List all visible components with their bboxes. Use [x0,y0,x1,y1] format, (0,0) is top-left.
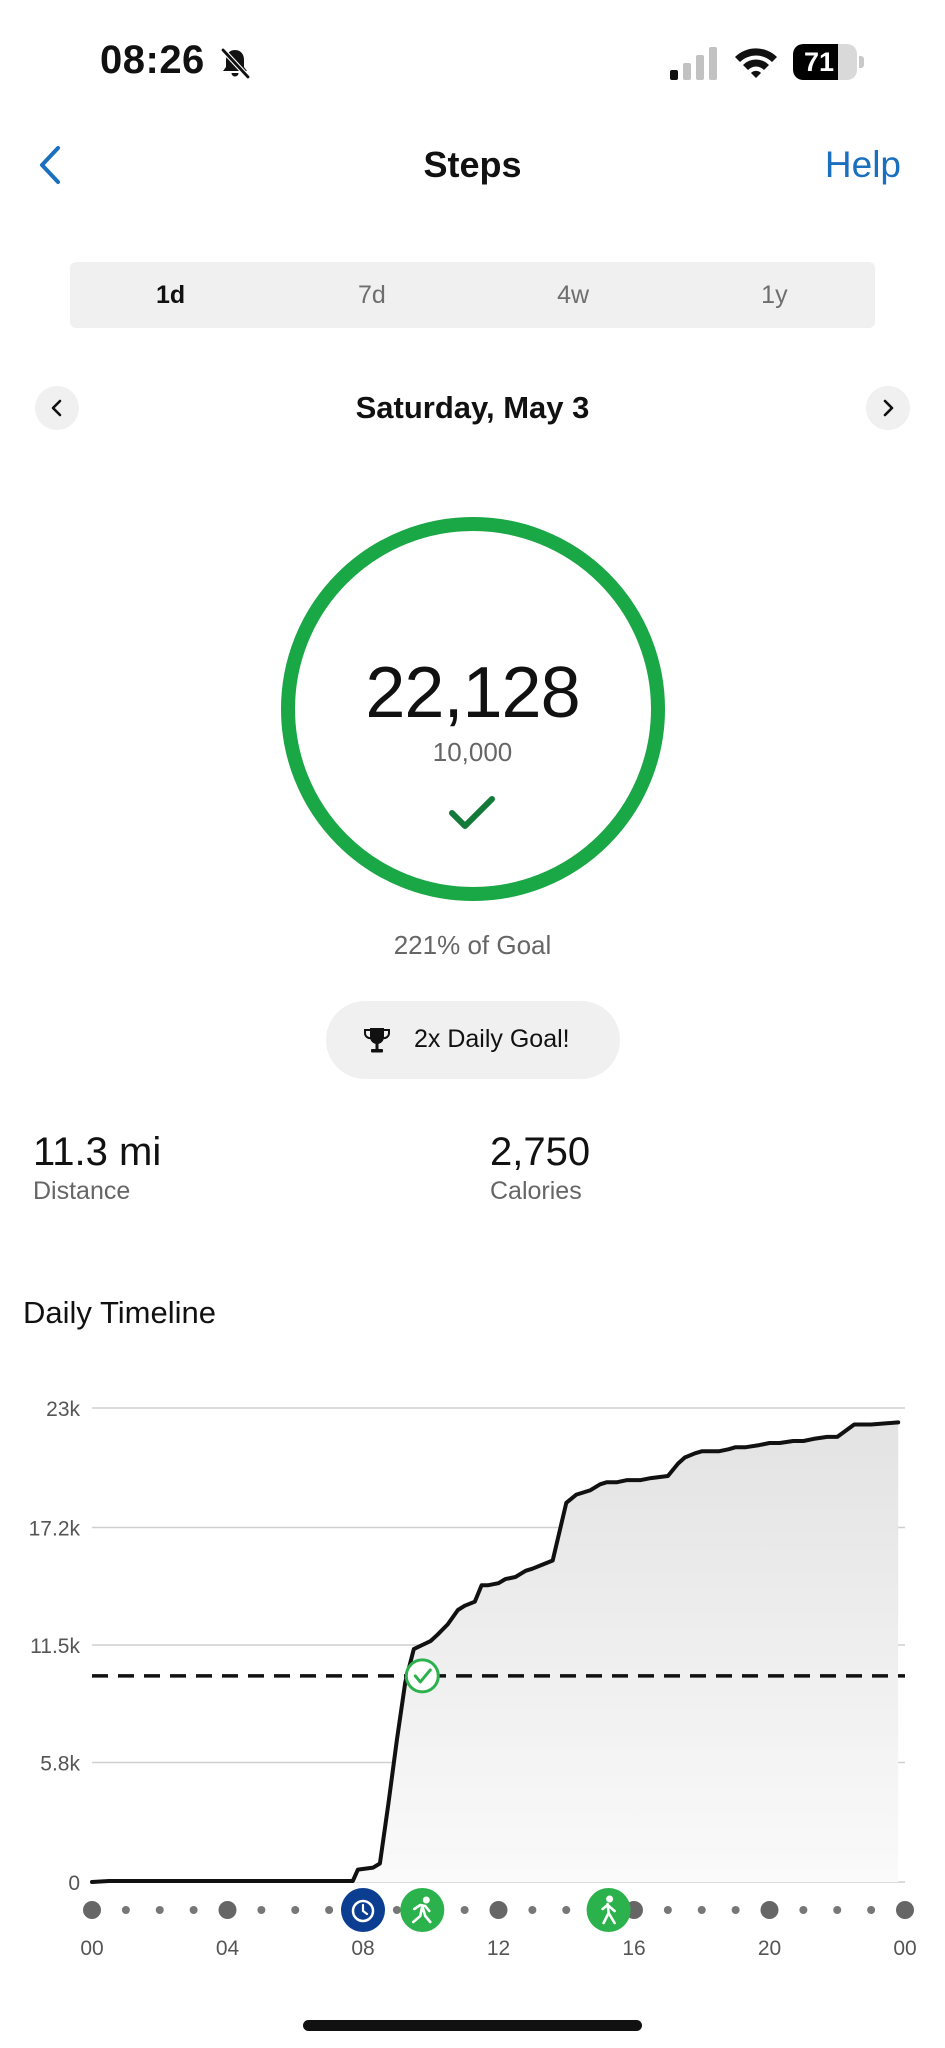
x-tick-label: 04 [216,1937,240,1960]
tab-1d[interactable]: 1d [156,281,186,309]
status-bar: 08:26 71 [0,0,945,120]
x-tick-label: 12 [487,1937,510,1960]
stopwatch-icon [351,1899,375,1923]
calories-label: Calories [490,1177,582,1205]
hour-dot [760,1901,779,1919]
x-tick-label: 08 [351,1937,374,1960]
hour-dot [799,1906,808,1914]
battery-percent: 71 [803,47,835,77]
goal-check-icon [413,1668,432,1684]
tab-7d[interactable]: 7d [357,281,386,309]
goal-progress-arc [281,517,665,901]
calories-value: 2,750 [490,1130,591,1174]
hour-dot [663,1906,672,1914]
hour-dot [562,1906,571,1914]
hour-dot [218,1901,237,1919]
y-tick-label: 17.2k [29,1518,81,1541]
range-tabs: 1d 7d 4w 1y [70,262,875,328]
hour-dot [867,1906,876,1914]
goal-reached-marker [404,1658,440,1694]
battery-cap [859,56,864,68]
distance-value: 11.3 mi [33,1130,162,1174]
hour-dot [833,1906,842,1914]
bell-slash-icon [221,48,250,79]
checkmark-icon [449,796,495,829]
date-label: Saturday, May 3 [355,390,590,425]
cellular-signal-icon [670,47,717,80]
hour-dot [460,1906,469,1914]
wifi-icon [735,48,777,78]
chevron-right-icon [883,399,894,417]
hour-dot [896,1901,914,1919]
hour-dot [489,1901,508,1919]
timeline-title: Daily Timeline [23,1295,216,1330]
distance-label: Distance [33,1177,131,1205]
hour-dot [325,1906,334,1914]
hour-dot [392,1906,401,1914]
status-time: 08:26 [100,38,205,82]
tab-4w[interactable]: 4w [557,281,590,309]
previous-day-button[interactable] [35,386,79,430]
help-link[interactable]: Help [824,144,901,185]
x-tick-label: 20 [758,1937,781,1960]
page-title: Steps [423,144,522,185]
next-day-button[interactable] [866,386,910,430]
y-tick-label: 23k [46,1398,80,1421]
steps-line [90,1420,901,1884]
calories-stat: 2,750 Calories [490,1130,590,1206]
hour-dot [528,1906,537,1914]
home-indicator [303,2020,642,2031]
x-tick-label: 00 [893,1937,916,1960]
hour-dot [731,1906,740,1914]
chevron-left-icon [51,399,62,417]
walking-leg [607,1911,616,1925]
goal-percent: 221% of Goal [393,930,552,960]
goal-progress-ring [281,517,665,901]
hour-dot [697,1906,706,1914]
distance-stat: 11.3 mi Distance [33,1130,161,1206]
walking-icon [606,1895,614,1903]
achievement-badge[interactable]: 2x Daily Goal! [326,1001,620,1079]
y-tick-label: 0 [68,1872,80,1895]
trophy-icon [364,1028,390,1053]
badge-label: 2x Daily Goal! [414,1025,570,1053]
steps-count: 22,128 [365,653,580,733]
hour-dot [83,1901,101,1919]
hour-dot [257,1906,266,1914]
battery-body: 71 [793,44,857,80]
x-tick-label: 16 [622,1937,645,1960]
stopwatch-hands [361,1903,369,1916]
x-tick-label: 00 [80,1937,103,1960]
running-icon [422,1896,430,1904]
battery-indicator: 71 [793,44,864,80]
back-chevron-icon[interactable] [30,140,74,190]
hour-dot [189,1906,198,1914]
battery-fill [793,44,839,80]
tab-1y[interactable]: 1y [761,281,788,309]
hour-dot [121,1906,130,1914]
hour-dot [291,1906,300,1914]
steps-area [92,1422,899,1882]
hour-dot [155,1906,164,1914]
steps-goal: 10,000 [432,737,513,767]
running-legs [411,1904,432,1924]
y-tick-label: 5.8k [40,1752,80,1775]
y-tick-label: 11.5k [30,1635,80,1658]
